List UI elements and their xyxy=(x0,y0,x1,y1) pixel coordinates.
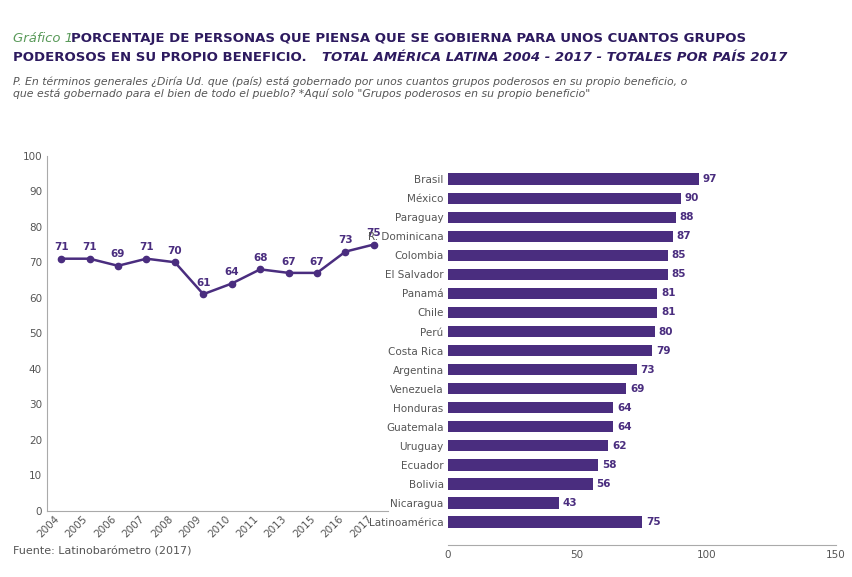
Text: 68: 68 xyxy=(253,253,267,263)
Bar xyxy=(447,212,675,223)
Text: 43: 43 xyxy=(562,497,577,508)
Text: 88: 88 xyxy=(678,212,693,222)
Text: 71: 71 xyxy=(54,242,68,252)
Text: 58: 58 xyxy=(601,460,615,470)
Text: 67: 67 xyxy=(281,257,296,267)
Text: PODEROSOS EN SU PROPIO BENEFICIO.: PODEROSOS EN SU PROPIO BENEFICIO. xyxy=(13,51,306,64)
Bar xyxy=(447,459,597,470)
Text: 75: 75 xyxy=(366,228,381,238)
Bar xyxy=(447,364,636,376)
Text: 73: 73 xyxy=(337,235,353,245)
Bar xyxy=(447,497,558,508)
Text: 79: 79 xyxy=(655,346,670,355)
Text: 62: 62 xyxy=(612,441,626,451)
Text: 64: 64 xyxy=(617,422,631,432)
Bar xyxy=(447,421,613,433)
Bar xyxy=(447,383,625,395)
Text: 67: 67 xyxy=(309,257,324,267)
Text: Fuente: Latinobarómetro (2017): Fuente: Latinobarómetro (2017) xyxy=(13,547,191,557)
Text: 87: 87 xyxy=(676,231,691,241)
Text: 64: 64 xyxy=(224,267,239,277)
Bar xyxy=(447,250,667,261)
Text: 80: 80 xyxy=(658,327,672,336)
Text: 71: 71 xyxy=(82,242,97,252)
Text: PORCENTAJE DE PERSONAS QUE PIENSA QUE SE GOBIERNA PARA UNOS CUANTOS GRUPOS: PORCENTAJE DE PERSONAS QUE PIENSA QUE SE… xyxy=(71,32,745,45)
Bar xyxy=(447,402,613,414)
Text: 97: 97 xyxy=(702,174,717,185)
Bar xyxy=(447,287,657,299)
Text: 70: 70 xyxy=(167,246,182,256)
Text: 61: 61 xyxy=(196,278,210,288)
Bar xyxy=(447,306,657,319)
Bar xyxy=(447,516,642,527)
Text: 85: 85 xyxy=(671,269,685,279)
Bar xyxy=(447,231,672,242)
Text: 56: 56 xyxy=(596,479,610,489)
Text: 69: 69 xyxy=(111,249,125,260)
Bar xyxy=(447,344,652,357)
Bar xyxy=(447,440,607,451)
Text: 64: 64 xyxy=(617,403,631,413)
Text: 75: 75 xyxy=(645,516,659,527)
Text: 90: 90 xyxy=(684,193,698,204)
Text: 73: 73 xyxy=(640,365,654,374)
Bar xyxy=(447,268,667,280)
Bar xyxy=(447,174,698,185)
Text: 71: 71 xyxy=(139,242,153,252)
Text: 85: 85 xyxy=(671,250,685,260)
Bar xyxy=(447,193,680,204)
Text: TOTAL AMÉRICA LATINA 2004 - 2017 - TOTALES POR PAÍS 2017: TOTAL AMÉRICA LATINA 2004 - 2017 - TOTAL… xyxy=(322,51,787,64)
Bar xyxy=(447,325,654,338)
Text: Gráfico 1.: Gráfico 1. xyxy=(13,32,77,45)
Text: 69: 69 xyxy=(630,384,644,394)
Text: 81: 81 xyxy=(660,288,675,298)
Text: 81: 81 xyxy=(660,308,675,317)
Text: P. En términos generales ¿Diría Ud. que (país) está gobernado por unos cuantos g: P. En términos generales ¿Diría Ud. que … xyxy=(13,76,686,99)
Bar xyxy=(447,478,592,489)
